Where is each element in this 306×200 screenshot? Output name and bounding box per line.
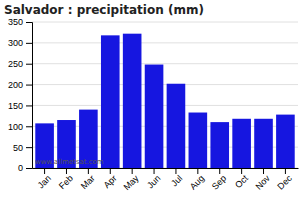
tick-label: 50	[13, 143, 23, 153]
tick-label: Aug	[188, 173, 206, 191]
tick-label: 100	[8, 122, 23, 132]
tick: Oct	[233, 168, 250, 190]
tick: Jan	[36, 168, 53, 190]
grid-line	[32, 42, 298, 43]
tick-label: Apr	[102, 173, 119, 190]
tick: 350	[8, 17, 32, 27]
tick: 200	[8, 80, 32, 90]
annotation: www.allmetsat.com	[35, 158, 104, 166]
tick-mark	[26, 43, 32, 44]
tick: 0	[18, 163, 32, 173]
bar	[254, 119, 273, 168]
tick: May	[121, 168, 140, 192]
tick-label: Dec	[275, 173, 294, 192]
bar	[167, 84, 186, 168]
tick: Sep	[210, 168, 228, 192]
tick-mark	[26, 85, 32, 86]
bar	[232, 119, 251, 168]
tick: Dec	[275, 168, 294, 192]
tick-label: Feb	[57, 173, 75, 191]
chart: JanFebMar AprMay Jun Jul AugSep OctNovDec 0 50 1…	[0, 0, 306, 200]
tick: 100	[8, 122, 32, 132]
tick-label: Jul	[169, 173, 184, 188]
tick-label: Nov	[254, 173, 273, 192]
grid-line	[32, 84, 298, 85]
grid-line	[32, 105, 298, 106]
tick-label: Mar	[79, 173, 97, 191]
tick: Nov	[254, 168, 273, 192]
title: Salvador : precipitation (mm)	[4, 3, 204, 17]
tick-label: 250	[8, 59, 23, 69]
x-axis: JanFebMar AprMay Jun Jul AugSep OctNovDec	[33, 168, 299, 192]
tick: Feb	[57, 168, 75, 191]
tick: Apr	[102, 168, 119, 190]
axis-line	[26, 23, 33, 169]
tick-mark	[26, 126, 32, 127]
plot: JanFebMar AprMay Jun Jul AugSep OctNovDec 0 50 1…	[8, 17, 299, 192]
tick-mark	[26, 168, 32, 169]
bar	[210, 122, 229, 168]
bar	[276, 115, 295, 168]
tick-label: Sep	[210, 173, 228, 191]
tick-label: 150	[8, 101, 23, 111]
tick: Mar	[79, 168, 97, 191]
tick-mark	[26, 22, 32, 23]
tick-label: 0	[18, 163, 23, 173]
tick: 250	[8, 59, 32, 69]
bar	[189, 113, 208, 168]
tick-mark	[26, 105, 32, 106]
tick-label: Jan	[36, 173, 53, 190]
tick: Aug	[188, 168, 206, 192]
bar	[123, 34, 142, 168]
grid-line	[32, 63, 298, 64]
tick-mark	[26, 64, 32, 65]
tick-label: 200	[8, 80, 23, 90]
tick: Jul	[169, 168, 184, 188]
tick-label: 300	[8, 38, 23, 48]
grid-line	[32, 22, 298, 23]
bar	[101, 35, 120, 168]
grid	[32, 22, 298, 168]
bar	[145, 65, 164, 168]
tick-label: May	[121, 173, 140, 192]
y-axis: 0 50 100 150 200 250 300 350	[8, 17, 33, 173]
tick: 150	[8, 101, 32, 111]
tick-label: Oct	[233, 173, 250, 190]
tick: 300	[8, 38, 32, 48]
tick: 50	[13, 143, 32, 153]
tick-mark	[26, 147, 32, 148]
tick-label: 350	[8, 17, 23, 27]
axis-line	[33, 168, 299, 169]
tick-label: Jun	[145, 173, 162, 190]
bars	[35, 34, 294, 168]
tick: Jun	[145, 168, 162, 190]
